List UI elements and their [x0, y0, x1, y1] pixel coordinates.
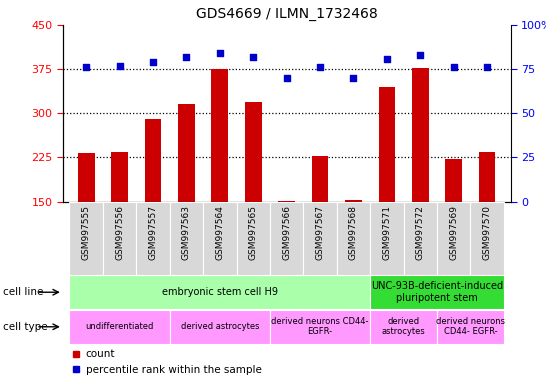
Point [216, 50, 224, 56]
Bar [370, 310, 437, 344]
Text: UNC-93B-deficient-induced
pluripotent stem: UNC-93B-deficient-induced pluripotent st… [371, 281, 503, 303]
Text: GSM997571: GSM997571 [382, 205, 391, 260]
Bar [69, 202, 103, 275]
Bar [111, 152, 128, 202]
Title: GDS4669 / ILMN_1732468: GDS4669 / ILMN_1732468 [196, 7, 377, 21]
Text: GSM997565: GSM997565 [249, 205, 258, 260]
Text: GSM997557: GSM997557 [149, 205, 157, 260]
Bar [170, 202, 203, 275]
Bar [211, 69, 228, 202]
Text: GSM997568: GSM997568 [349, 205, 358, 260]
Bar [437, 202, 471, 275]
Text: GSM997564: GSM997564 [215, 205, 224, 260]
Point [82, 64, 91, 70]
Bar [278, 201, 295, 202]
Point [449, 64, 458, 70]
Bar [145, 119, 162, 202]
Bar [203, 202, 236, 275]
Point [182, 54, 191, 60]
Text: derived neurons CD44-
EGFR-: derived neurons CD44- EGFR- [271, 317, 369, 336]
Text: undifferentiated: undifferentiated [85, 322, 154, 331]
Text: GSM997570: GSM997570 [483, 205, 491, 260]
Bar [479, 152, 495, 202]
Bar [370, 275, 504, 309]
Text: cell type: cell type [3, 322, 48, 332]
Bar [236, 202, 270, 275]
Text: derived astrocytes: derived astrocytes [181, 322, 259, 331]
Bar [337, 202, 370, 275]
Bar [312, 156, 328, 202]
Bar [69, 310, 170, 344]
Bar [403, 202, 437, 275]
Text: GSM997566: GSM997566 [282, 205, 291, 260]
Point [349, 75, 358, 81]
Bar [136, 202, 170, 275]
Point [483, 64, 491, 70]
Bar [245, 101, 262, 202]
Bar [69, 275, 370, 309]
Bar [78, 153, 94, 202]
Point [282, 75, 291, 81]
Bar [170, 310, 270, 344]
Point [115, 63, 124, 69]
Point [249, 54, 258, 60]
Point [416, 52, 425, 58]
Text: GSM997563: GSM997563 [182, 205, 191, 260]
Bar [345, 200, 362, 202]
Bar [178, 104, 195, 202]
Text: derived neurons
CD44- EGFR-: derived neurons CD44- EGFR- [436, 317, 505, 336]
Text: embryonic stem cell H9: embryonic stem cell H9 [162, 287, 278, 297]
Text: GSM997572: GSM997572 [416, 205, 425, 260]
Bar [471, 202, 504, 275]
Bar [370, 202, 403, 275]
Text: GSM997556: GSM997556 [115, 205, 124, 260]
Text: derived
astrocytes: derived astrocytes [382, 317, 425, 336]
Bar [437, 310, 504, 344]
Text: GSM997555: GSM997555 [82, 205, 91, 260]
Bar [270, 202, 304, 275]
Text: GSM997567: GSM997567 [316, 205, 324, 260]
Bar [270, 310, 370, 344]
Legend: count, percentile rank within the sample: count, percentile rank within the sample [68, 345, 266, 379]
Text: cell line: cell line [3, 287, 43, 297]
Point [149, 59, 157, 65]
Point [316, 64, 324, 70]
Bar [378, 87, 395, 202]
Bar [446, 159, 462, 202]
Bar [103, 202, 136, 275]
Text: GSM997569: GSM997569 [449, 205, 458, 260]
Point [383, 55, 391, 61]
Bar [304, 202, 337, 275]
Bar [412, 68, 429, 202]
